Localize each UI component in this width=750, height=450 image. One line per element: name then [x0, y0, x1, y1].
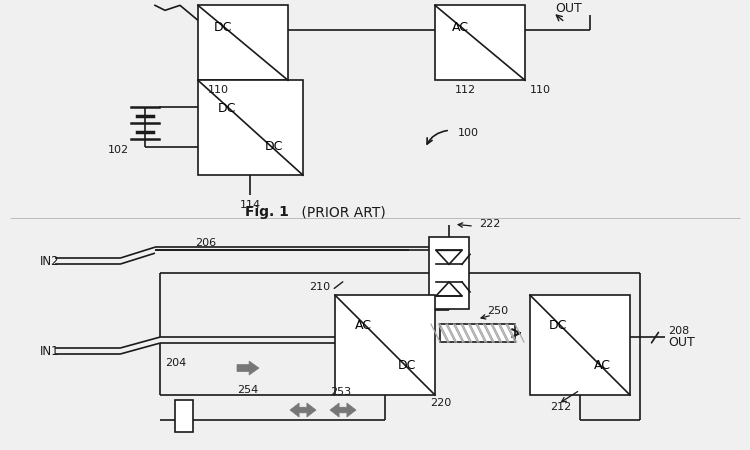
Polygon shape	[330, 403, 343, 417]
Polygon shape	[290, 403, 303, 417]
Text: 102: 102	[107, 145, 128, 155]
Text: OUT: OUT	[668, 336, 694, 349]
Text: IN2: IN2	[40, 255, 60, 268]
Text: 110: 110	[208, 85, 229, 95]
Text: 220: 220	[430, 398, 451, 408]
Text: 206: 206	[195, 238, 216, 248]
Polygon shape	[303, 403, 316, 417]
Text: AC: AC	[452, 21, 469, 34]
Text: 250: 250	[487, 306, 508, 316]
Text: (PRIOR ART): (PRIOR ART)	[297, 205, 386, 219]
Text: DC: DC	[265, 140, 283, 153]
Text: 222: 222	[479, 219, 500, 229]
Text: 204: 204	[165, 358, 186, 368]
Text: IN1: IN1	[40, 345, 60, 358]
Text: 253: 253	[330, 387, 351, 397]
Text: 212: 212	[550, 402, 572, 412]
Polygon shape	[237, 361, 259, 375]
Text: OUT: OUT	[555, 2, 582, 15]
Text: DC: DC	[214, 21, 232, 34]
Text: 208: 208	[668, 326, 689, 336]
Text: 210: 210	[309, 282, 330, 292]
Bar	[198, 80, 303, 175]
Text: 100: 100	[458, 128, 479, 138]
Text: 112: 112	[455, 85, 476, 95]
Bar	[175, 400, 193, 432]
Bar	[429, 237, 469, 309]
Text: AC: AC	[355, 319, 371, 332]
Polygon shape	[343, 403, 356, 417]
Bar	[440, 324, 515, 342]
Bar	[198, 5, 288, 80]
Bar	[335, 295, 435, 395]
Text: 110: 110	[530, 85, 551, 95]
Text: AC: AC	[593, 359, 610, 372]
Text: DC: DC	[549, 319, 567, 332]
Text: 254: 254	[237, 385, 258, 395]
Text: DC: DC	[218, 102, 236, 115]
Text: 114: 114	[239, 200, 260, 210]
Bar	[435, 5, 525, 80]
Bar	[530, 295, 630, 395]
Text: DC: DC	[398, 359, 416, 372]
Text: Fig. 1: Fig. 1	[245, 205, 289, 219]
